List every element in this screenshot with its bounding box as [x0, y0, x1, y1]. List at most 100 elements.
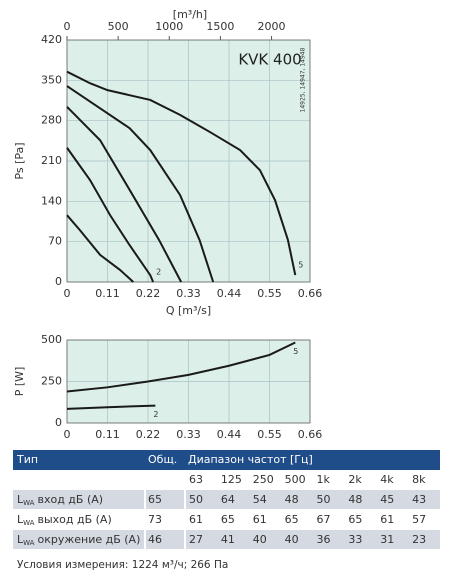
y-tick-label: 500 — [41, 333, 62, 346]
row-label-part: L — [17, 533, 24, 546]
x-tick-label: 0.55 — [257, 428, 282, 441]
freq-label: 2k — [348, 473, 362, 486]
row-label-part: выход дБ (A) — [37, 513, 111, 526]
x2-tick-label: 1500 — [206, 20, 234, 33]
cell: 33 — [348, 533, 362, 546]
y-axis-label: Ps [Pa] — [13, 142, 26, 179]
cell: 65 — [348, 513, 362, 526]
curve — [66, 70, 297, 276]
row-label: LWA окружение дБ (A) — [17, 533, 140, 547]
x-tick-label: 0.11 — [95, 428, 120, 441]
table-header: Общ. — [148, 453, 177, 466]
cell: 43 — [412, 493, 426, 506]
table-header-bar — [13, 450, 440, 470]
cell: 64 — [221, 493, 235, 506]
freq-label: 63 — [189, 473, 203, 486]
cell: 36 — [317, 533, 331, 546]
curve — [66, 404, 156, 410]
row-label-part: окружение дБ (A) — [37, 533, 140, 546]
x-tick-label: 0.22 — [136, 428, 161, 441]
curve-label: 5 — [293, 347, 298, 356]
cell: 41 — [221, 533, 235, 546]
cell: 61 — [380, 513, 394, 526]
freq-label: 4k — [380, 473, 394, 486]
x-tick-label: 0.66 — [298, 287, 323, 300]
curve — [66, 147, 155, 283]
freq-label: 8k — [412, 473, 426, 486]
cell: 65 — [285, 513, 299, 526]
cell: 67 — [317, 513, 331, 526]
chart-title: KVK 400 — [238, 51, 301, 69]
freq-label: 500 — [285, 473, 306, 486]
x-tick-label: 0.33 — [176, 287, 201, 300]
x-tick-label: 0 — [64, 287, 71, 300]
curve-label: 2 — [156, 268, 161, 277]
cell: 50 — [189, 493, 203, 506]
freq-label: 125 — [221, 473, 242, 486]
row-bg — [13, 530, 440, 549]
cell: 45 — [380, 493, 394, 506]
x-axis-label: Q [m³/s] — [166, 304, 211, 317]
x-tick-label: 0.44 — [217, 287, 242, 300]
cell: 61 — [253, 513, 267, 526]
x-tick-label: 0.44 — [217, 428, 242, 441]
x-tick-label: 0.66 — [298, 428, 323, 441]
cell: 57 — [412, 513, 426, 526]
row-label-part: вход дБ (A) — [37, 493, 103, 506]
y-tick-label: 70 — [48, 235, 62, 248]
x2-tick-label: 0 — [64, 20, 71, 33]
cell: 48 — [348, 493, 362, 506]
plot-frame — [66, 339, 311, 424]
freq-label: 250 — [253, 473, 274, 486]
y-tick-label: 420 — [41, 33, 62, 46]
x2-axis-label: [m³/h] — [173, 8, 207, 21]
y-tick-label: 350 — [41, 73, 62, 86]
y-tick-label: 280 — [41, 114, 62, 127]
row-label-part: WA — [23, 539, 35, 547]
cell: 40 — [285, 533, 299, 546]
y-tick-label: 140 — [41, 194, 62, 207]
curve — [66, 106, 183, 283]
curve — [66, 214, 134, 283]
y-axis-label: P [W] — [13, 367, 26, 397]
row-label-part: L — [17, 513, 24, 526]
curve-label: 5 — [298, 261, 303, 270]
curve-label: 2 — [153, 410, 158, 419]
table-header: Тип — [16, 453, 38, 466]
cell: 23 — [412, 533, 426, 546]
cell: 50 — [317, 493, 331, 506]
footnote: Условия измерения: 1224 м³/ч; 266 Па — [17, 559, 228, 571]
cell: 54 — [253, 493, 267, 506]
freq-label: 1k — [317, 473, 331, 486]
row-label-part: L — [17, 493, 24, 506]
y-tick-label: 210 — [41, 154, 62, 167]
cell: 48 — [285, 493, 299, 506]
row-bg — [13, 490, 440, 509]
row-label-part: WA — [23, 499, 35, 507]
y-tick-label: 250 — [41, 375, 62, 388]
cell: 40 — [253, 533, 267, 546]
x-tick-label: 0 — [64, 428, 71, 441]
x-tick-label: 0.55 — [257, 287, 282, 300]
y-tick-label: 0 — [55, 275, 62, 288]
cell: 65 — [221, 513, 235, 526]
cell: 46 — [148, 533, 162, 546]
x-tick-label: 0.11 — [95, 287, 120, 300]
cell: 61 — [189, 513, 203, 526]
x-tick-label: 0.22 — [136, 287, 161, 300]
row-label: LWA выход дБ (A) — [17, 513, 112, 527]
x2-tick-label: 2000 — [258, 20, 286, 33]
cell: 73 — [148, 513, 162, 526]
x2-tick-label: 1000 — [155, 20, 183, 33]
table-header: Диапазон частот [Гц] — [188, 453, 313, 466]
curve — [66, 85, 215, 283]
side-note: 14925, 14947, 14948 — [300, 47, 307, 112]
row-label: LWA вход дБ (A) — [17, 493, 103, 507]
y-tick-label: 0 — [55, 416, 62, 429]
x2-tick-label: 500 — [108, 20, 129, 33]
x-tick-label: 0.33 — [176, 428, 201, 441]
plot-frame — [66, 39, 311, 283]
cell: 27 — [189, 533, 203, 546]
